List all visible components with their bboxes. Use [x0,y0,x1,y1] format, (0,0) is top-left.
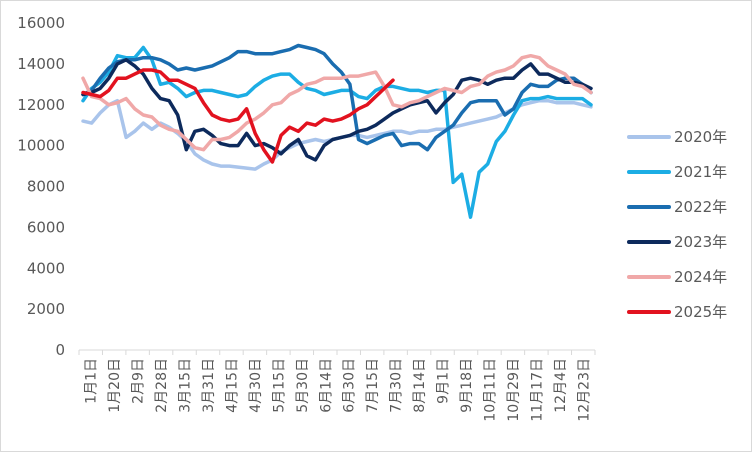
y-tick-label: 0 [55,341,65,359]
y-tick-label: 14000 [17,55,65,73]
x-tick-label: 3月15日 [178,358,194,413]
legend-label: 2021年 [674,163,727,181]
series-line-2024年 [81,53,593,152]
x-tick-label: 1月20日 [107,358,123,413]
x-tick-label: 4月30日 [248,358,264,413]
x-tick-label: 2月9日 [131,358,147,404]
x-tick-label: 10月11日 [482,358,498,422]
y-tick-label: 2000 [27,300,65,318]
x-tick-label: 1月1日 [84,358,100,404]
x-tick-label: 9月18日 [459,358,475,413]
x-tick-label: 12月23日 [576,358,592,422]
y-tick-label: 8000 [27,178,65,196]
legend: 2020年 2021年 2022年 2023年 2024年 2025年 [627,128,727,321]
x-tick-label: 6月30日 [342,358,358,413]
legend-label: 2024年 [674,268,727,286]
legend-label: 2022年 [674,198,727,216]
x-axis: 1月1日 1月20日 2月9日 2月28日 3月15日 3月31日 4月15日 4月30日 5月… [78,349,596,422]
y-tick-label: 12000 [17,96,65,114]
legend-label: 2025年 [674,303,727,321]
legend-label: 2020年 [674,128,727,146]
x-tick-label: 5月15日 [271,358,287,413]
x-tick-label: 3月31日 [201,358,217,413]
y-tick-label: 16000 [17,14,65,32]
series-line-2022年 [81,43,593,152]
x-tick-label: 6月14日 [318,358,334,413]
y-tick-label: 10000 [17,137,65,155]
y-tick-label: 4000 [27,259,65,277]
legend-label: 2023年 [674,233,727,251]
x-tick-label: 5月30日 [295,358,311,413]
x-tick-label: 7月30日 [389,358,405,413]
x-tick-label: 2月28日 [154,358,170,413]
series-lines [81,43,593,219]
x-tick-label: 8月14日 [412,358,428,413]
series-line-2025年 [81,68,395,164]
x-tick-label: 10月29日 [506,358,522,422]
x-tick-label: 11月17日 [529,358,545,422]
series-line-2023年 [81,58,593,162]
y-axis: 0 2000 4000 6000 8000 10000 12000 14000 16000 [17,14,65,359]
series-line-2021年 [81,45,593,219]
x-tick-label: 4月15日 [224,358,240,413]
y-tick-label: 6000 [27,218,65,236]
x-tick-label: 9月1日 [436,358,452,404]
x-tick-label: 7月15日 [365,358,381,413]
x-tick-label: 12月4日 [553,358,569,413]
